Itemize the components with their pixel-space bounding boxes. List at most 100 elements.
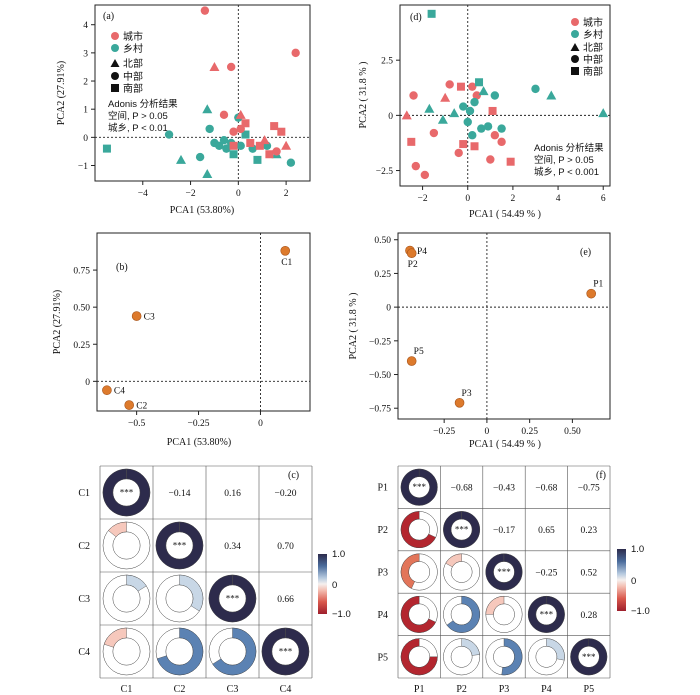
point-square-3 [407, 137, 416, 146]
point-circle-25 [219, 110, 229, 120]
legend-north-label: 北部 [583, 41, 603, 54]
panel-a-xlabel: PCA1 (53.80%) [170, 205, 234, 216]
panel-a-annotation-line2: 空间, P > 0.05 [108, 110, 168, 122]
panel-b-ytick-label-2: 0.50 [73, 304, 90, 314]
panel-f-coef-0-2: −0.43 [493, 484, 515, 494]
panel-a-ylabel: PCA2 (27.91%) [56, 61, 67, 125]
panel-e-ytick-label-0: −0.75 [369, 405, 391, 415]
panel-d-legend: 城市 乡村 北部 中部 南部 [570, 16, 603, 78]
point-triangle-22 [449, 108, 460, 118]
site-point-C1 [280, 246, 291, 256]
point-circle-4 [411, 161, 421, 171]
panel-a-legend: 城市 乡村 北部 中部 南部 [110, 30, 143, 95]
panel-c-donut-2-1-wedge [179, 574, 204, 612]
point-square-0 [427, 9, 436, 18]
site-label-C2: C2 [136, 402, 147, 412]
panel-e-ytick-label-3: 0 [386, 304, 391, 314]
panel-e-xtick-label-1: 0 [485, 427, 490, 437]
panel-b-ytick-label-1: 0.25 [73, 341, 90, 351]
point-triangle-29 [478, 86, 489, 96]
colorbar-f-mid: 0 [631, 576, 636, 587]
panel-f-col-label-P3: P3 [499, 684, 510, 695]
panel-e-frame [397, 232, 611, 420]
panel-d-frame [399, 4, 611, 187]
point-circle-16 [497, 137, 506, 147]
panel-f-diag-donut-0-wedge [400, 468, 438, 506]
panel-b-ytick-label-0: 0 [85, 378, 90, 388]
point-circle-23 [459, 102, 468, 111]
panel-f-donut-1-0-wedge [400, 511, 436, 548]
panel-d-ytick-label-2: 2.5 [381, 57, 393, 67]
panel-f-col-label-P5: P5 [584, 684, 595, 695]
legend-central-marker [571, 55, 579, 63]
panel-f-donut-2-1-wedge [445, 553, 462, 568]
panel-c-donut-1-0-wedge [108, 521, 127, 538]
panel-c-col-label-C4: C4 [280, 684, 292, 695]
panel-a-annotation: Adonis 分析结果 空间, P > 0.05 城乡, P < 0.01 [108, 98, 178, 134]
panel-b-ytick-label-3: 0.75 [73, 267, 90, 277]
panel-f-coef-0-1: −0.68 [451, 484, 473, 494]
panel-c-donut-3-1-wedge [156, 627, 204, 676]
legend-city-marker [111, 32, 119, 40]
panel-c-diag-donut-2-significance: *** [226, 594, 240, 604]
panel-b-tag: (b) [116, 262, 128, 273]
point-circle-10 [454, 148, 463, 158]
panel-f-tag: (f) [596, 470, 606, 481]
panel-a-xtick-label-2: 0 [236, 189, 241, 199]
site-label-P5: P5 [414, 347, 424, 357]
point-square-19 [241, 130, 250, 139]
legend-city-label: 城市 [583, 16, 603, 29]
legend-south-label: 南部 [583, 65, 603, 78]
point-circle-0 [200, 6, 210, 15]
site-point-P2 [406, 248, 417, 259]
panel-b-ylabel: PCA2 (27.91%) [52, 290, 63, 354]
legend-central-marker [111, 72, 119, 80]
point-square-34 [265, 150, 274, 159]
panel-e-tag: (e) [580, 247, 591, 258]
point-square-13 [488, 106, 497, 115]
panel-f-diag-donut-2-significance: *** [497, 567, 511, 577]
panel-c-diag-donut-2-wedge [208, 574, 257, 623]
point-square-30 [241, 119, 250, 128]
point-circle-25 [465, 106, 475, 116]
panel-e-ytick-label-4: 0.25 [374, 270, 391, 280]
point-triangle-9 [202, 104, 213, 114]
site-point-C2 [124, 400, 134, 410]
panel-f-donut-3-0-wedge [400, 595, 436, 633]
panel-a-frame [94, 4, 311, 182]
panel-e-scatter: (e) PCA1 ( 54.49 % ) PCA2 ( 31.8 % ) −0.… [348, 232, 611, 450]
site-label-P3: P3 [462, 389, 472, 399]
point-circle-31 [490, 91, 500, 100]
panel-f-donut-4-3-wedge [546, 638, 565, 661]
panel-c-coef-1-2: 0.34 [224, 542, 241, 552]
panel-b-xlabel: PCA1 (53.80%) [167, 437, 231, 448]
point-triangle-2 [209, 61, 220, 71]
legend-village-label: 乡村 [583, 28, 603, 41]
point-triangle-6 [176, 154, 186, 164]
panel-f-coef-0-3: −0.68 [535, 484, 557, 494]
panel-e-xtick-label-2: 0.25 [521, 427, 538, 437]
point-square-19 [470, 142, 479, 151]
panel-e-xtick-label-3: 0.50 [564, 427, 581, 437]
point-triangle-35 [546, 90, 557, 100]
point-circle-5 [420, 170, 430, 180]
point-circle-14 [490, 131, 500, 140]
panel-d-ytick-label-1: 0 [388, 112, 393, 122]
panel-e-ytick-label-1: −0.50 [369, 371, 391, 381]
point-circle-32 [497, 124, 506, 133]
panel-e-ylabel: PCA2 ( 31.8 % ) [348, 293, 359, 360]
panel-f-donut-3-2-wedge [485, 595, 505, 615]
panel-b-frame [96, 232, 311, 412]
panel-f-donut-3-1-wedge [446, 595, 480, 633]
panel-f-diag-donut-3-wedge [527, 595, 565, 633]
point-circle-12 [215, 141, 224, 150]
site-label-C1: C1 [281, 258, 292, 268]
colorbar-f-max: 1.0 [631, 544, 644, 555]
panel-c-col-label-C2: C2 [174, 684, 186, 695]
site-point-P1 [586, 288, 596, 299]
panel-a-xtick-label-1: −2 [186, 189, 196, 199]
panel-d-annotation-line3: 城乡, P < 0.001 [534, 167, 599, 178]
site-label-P1: P1 [593, 280, 603, 290]
point-circle-28 [477, 124, 486, 133]
panel-a-ytick-label-2: 1 [83, 106, 88, 116]
